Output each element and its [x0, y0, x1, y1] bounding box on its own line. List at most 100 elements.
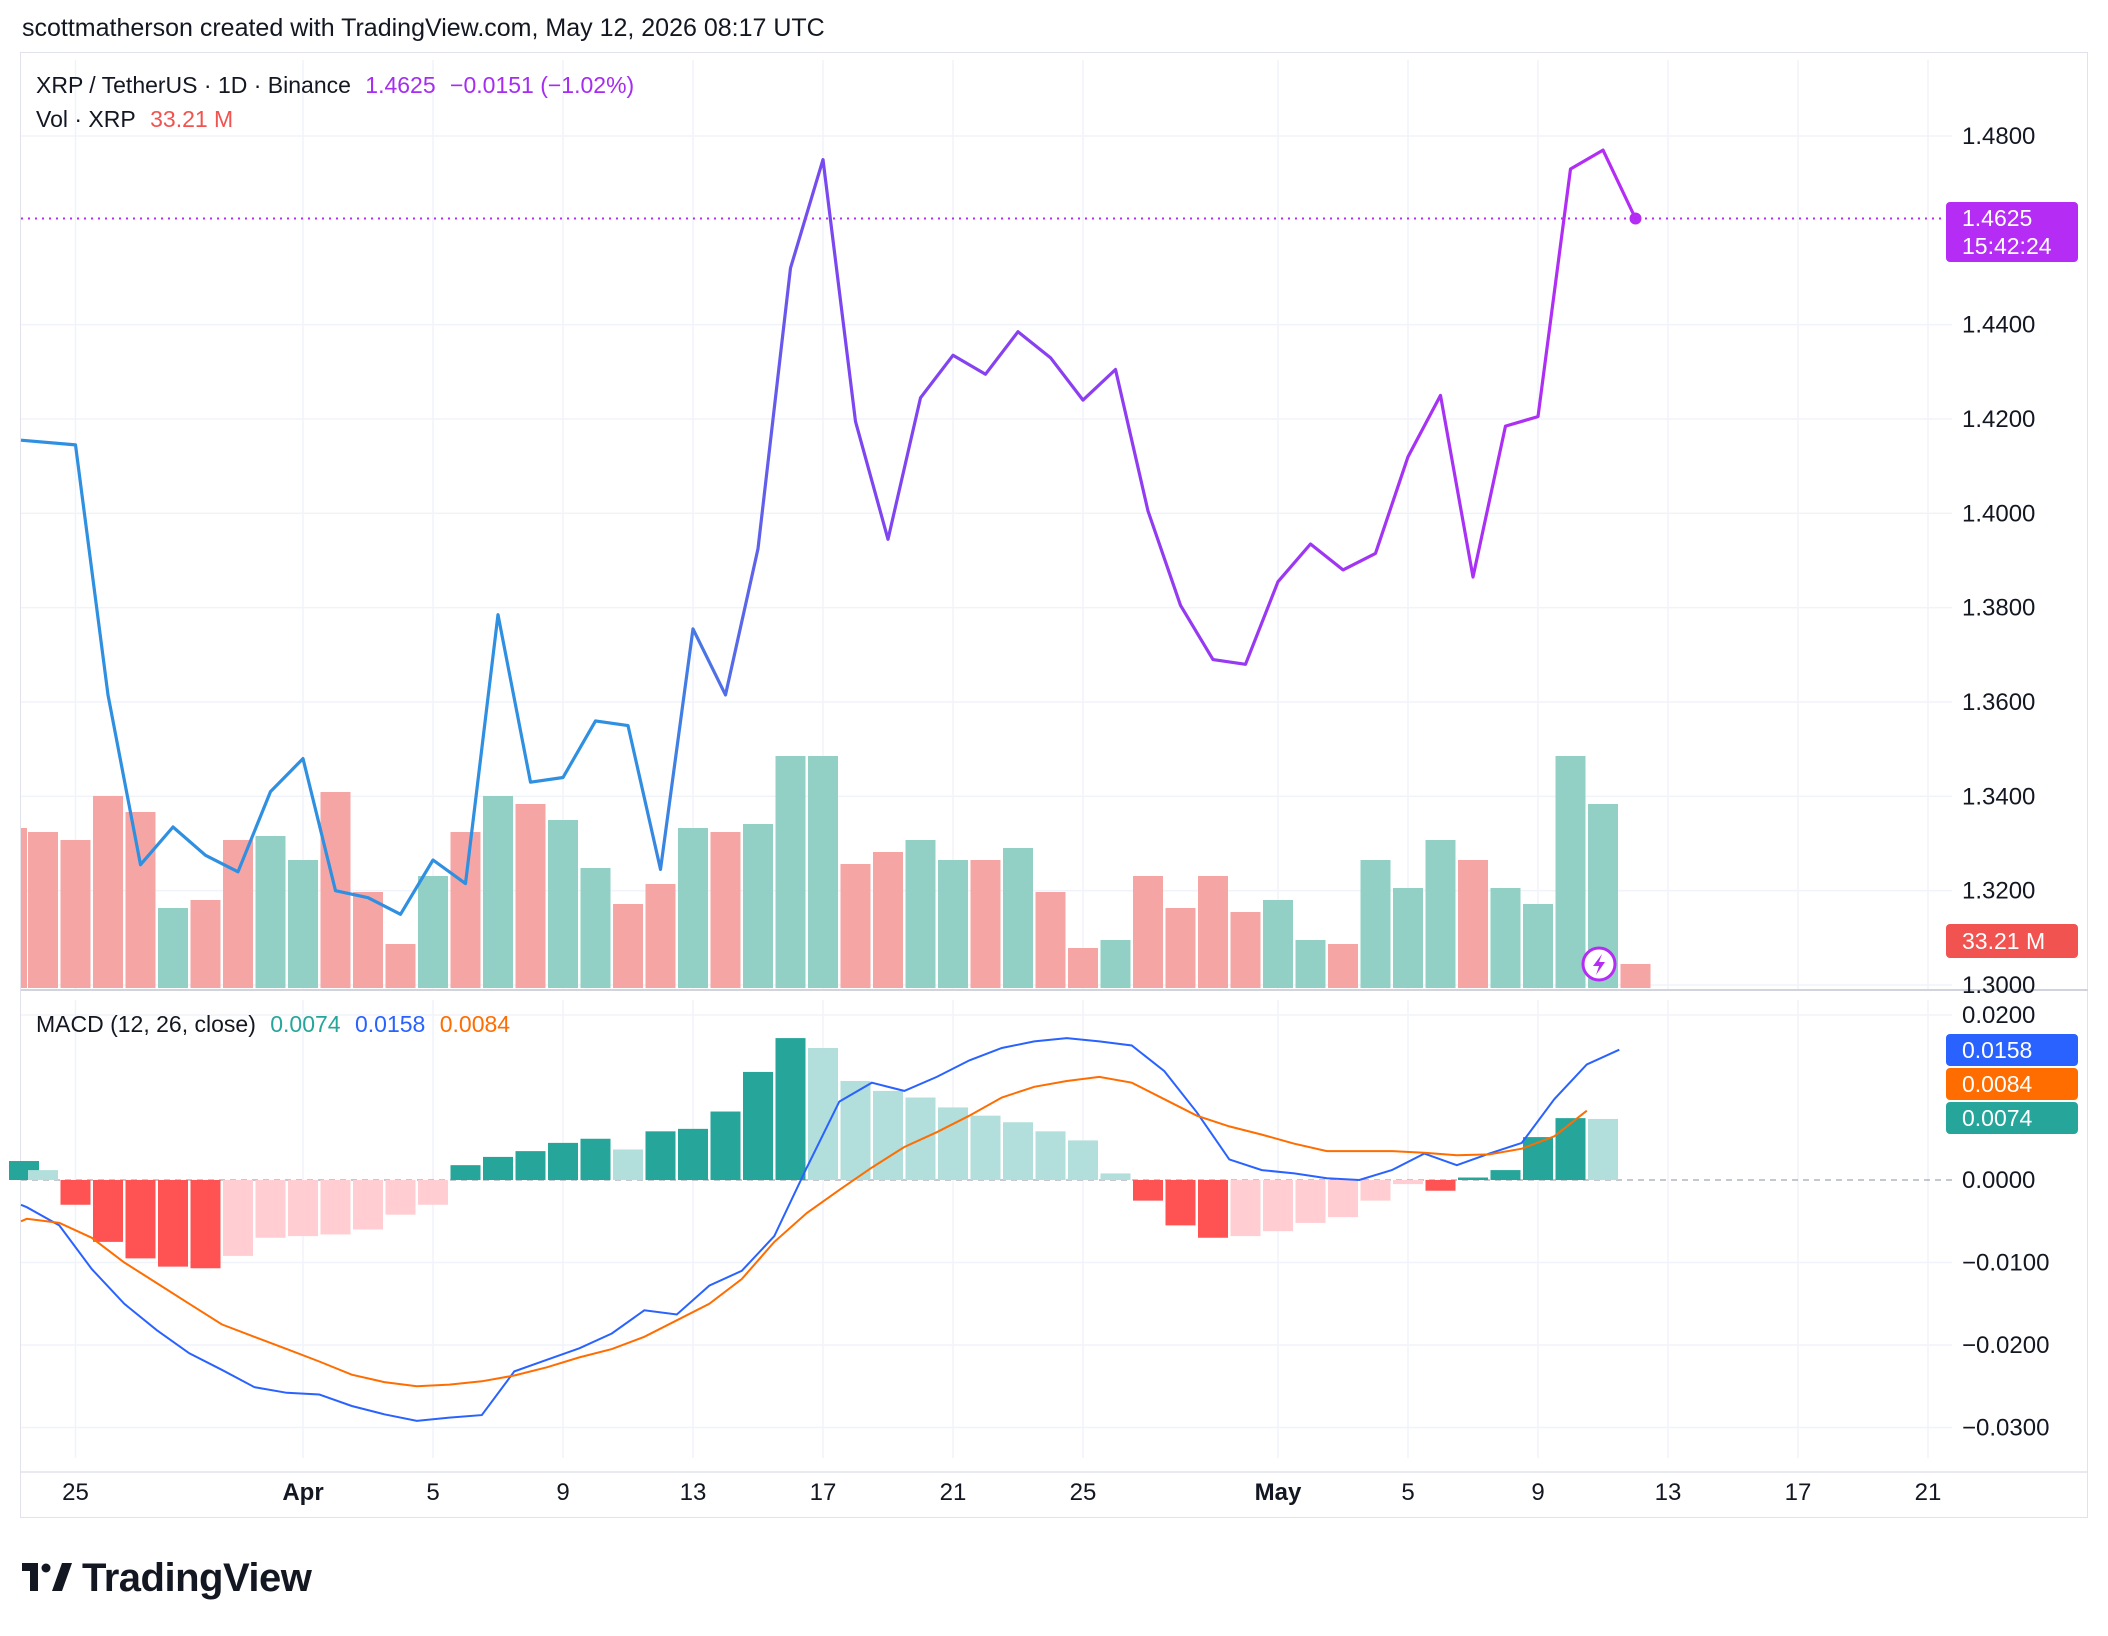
volume-bar	[873, 852, 903, 988]
macd-hist-bar	[548, 1142, 578, 1180]
signal-line	[20, 1075, 1588, 1388]
volume-bar	[1263, 900, 1293, 988]
macd-hist-bar	[710, 1111, 741, 1180]
volume-bar	[1003, 848, 1033, 988]
volume-bar	[288, 860, 318, 988]
macd-hist-bar	[1490, 1170, 1521, 1180]
macd-hist-bar	[873, 1090, 903, 1180]
volume-bars	[21, 756, 1651, 988]
macd-hist-bar	[288, 1180, 318, 1237]
macd-hist-bar	[613, 1149, 643, 1180]
price-change-label: −0.0151 (−1.02%)	[450, 72, 635, 98]
time-axis-label: 21	[940, 1479, 967, 1506]
macd-signal-value: 0.0084	[439, 1011, 511, 1037]
macd-hist-bar	[840, 1081, 871, 1180]
macd-axis-label: −0.0100	[1962, 1250, 2049, 1277]
macd-hist-bar	[1100, 1173, 1131, 1180]
macd-hist-bar	[1523, 1137, 1553, 1180]
macd-hist-bar	[645, 1131, 676, 1180]
time-axis-label: 17	[1785, 1479, 1812, 1506]
macd-hist-bar	[1588, 1118, 1618, 1180]
macd-axis-label: 0.0200	[1962, 1002, 2035, 1029]
volume-bar	[1100, 940, 1131, 988]
volume-bar	[1393, 888, 1423, 988]
tradingview-logo-icon	[22, 1563, 72, 1591]
tradingview-logo[interactable]: TradingView	[22, 1555, 312, 1600]
volume-bar	[60, 840, 91, 988]
volume-bar	[1620, 964, 1651, 988]
macd-line	[20, 1037, 1620, 1422]
time-axis-label: 21	[1915, 1479, 1942, 1506]
time-axis-label: 25	[62, 1479, 89, 1506]
volume-bar	[28, 832, 58, 988]
time-axis-label: 5	[426, 1479, 439, 1506]
macd-axis-label: −0.0300	[1962, 1415, 2049, 1442]
time-axis-label: Apr	[282, 1479, 323, 1506]
macd-hist-bar	[320, 1180, 351, 1235]
volume-value: 33.21 M	[150, 106, 234, 132]
macd-hist-tag: 0.0074	[1946, 1102, 2078, 1134]
symbol-label: XRP / TetherUS · 1D · Binance	[36, 72, 351, 98]
macd-hist-bar	[60, 1180, 91, 1205]
price-axis-label: 1.3000	[1962, 972, 2035, 999]
time-axis-label: 13	[680, 1479, 707, 1506]
volume-bar	[353, 892, 383, 988]
macd-hist-bar	[1458, 1177, 1488, 1180]
volume-bar	[613, 904, 643, 988]
macd-hist-bar	[28, 1170, 58, 1180]
macd-line-value: 0.0158	[355, 1011, 426, 1037]
price-axis-label: 1.4800	[1962, 123, 2035, 150]
tradingview-brand-text: TradingView	[82, 1555, 312, 1600]
signal-line-tag-value: 0.0084	[1962, 1071, 2033, 1097]
volume-tag: 33.21 M	[1946, 924, 2078, 958]
signal-line-tag: 0.0084	[1946, 1068, 2078, 1100]
time-axis-label: 17	[810, 1479, 837, 1506]
price-axis-label: 1.3200	[1962, 878, 2035, 905]
volume-bar	[775, 756, 806, 988]
macd-line-tag: 0.0158	[1946, 1034, 2078, 1066]
lightning-marker-icon[interactable]	[1581, 946, 1617, 982]
volume-bar	[1490, 888, 1521, 988]
volume-bar	[1425, 840, 1456, 988]
macd-hist-bar	[158, 1180, 188, 1267]
volume-bar	[580, 868, 611, 988]
time-axis-label: May	[1255, 1479, 1302, 1506]
macd-hist-bar	[418, 1180, 448, 1205]
volume-bar	[125, 812, 156, 988]
chart-frame	[20, 52, 2088, 1518]
price-axis-label: 1.4000	[1962, 500, 2035, 527]
macd-hist-bar	[1425, 1180, 1456, 1191]
macd-hist-bar	[190, 1180, 221, 1269]
macd-label: MACD (12, 26, close)	[36, 1011, 256, 1037]
volume-bar	[418, 876, 448, 988]
volume-bar	[710, 832, 741, 988]
volume-bar	[1035, 892, 1066, 988]
volume-bar	[450, 832, 481, 988]
macd-hist-bar	[450, 1165, 481, 1180]
volume-bar	[548, 820, 578, 988]
symbol-legend[interactable]: XRP / TetherUS · 1D · Binance 1.4625 −0.…	[36, 72, 642, 99]
macd-hist-bar	[385, 1180, 416, 1215]
volume-bar	[255, 836, 286, 988]
macd-hist-bar	[93, 1180, 123, 1242]
volume-bar	[1068, 948, 1098, 988]
macd-histogram	[9, 1038, 1618, 1269]
volume-bar	[1523, 904, 1553, 988]
volume-bar	[21, 828, 27, 988]
volume-bar	[938, 860, 968, 988]
price-axis-label: 1.3600	[1962, 689, 2035, 716]
volume-legend[interactable]: Vol · XRP 33.21 M	[36, 106, 241, 133]
volume-bar	[190, 900, 221, 988]
macd-hist-bar	[353, 1180, 383, 1230]
volume-bar	[645, 884, 676, 988]
macd-hist-bar	[678, 1128, 708, 1180]
volume-bar	[1295, 940, 1326, 988]
volume-bar	[483, 796, 513, 988]
macd-legend[interactable]: MACD (12, 26, close) 0.0074 0.0158 0.008…	[36, 1011, 518, 1038]
grid	[21, 60, 1952, 1458]
macd-hist-bar	[580, 1138, 611, 1180]
macd-hist-bar	[1068, 1140, 1098, 1180]
volume-bar	[1230, 912, 1261, 988]
volume-label: Vol · XRP	[36, 106, 136, 132]
